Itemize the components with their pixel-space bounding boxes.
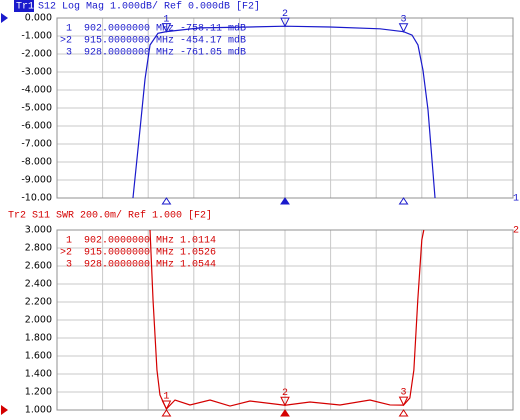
- y-tick-label: 1.000: [25, 405, 52, 416]
- marker-table-label: 3: [66, 48, 72, 59]
- trace-number: 2: [513, 226, 519, 237]
- marker: [398, 23, 409, 33]
- marker-name: 3: [401, 388, 407, 399]
- marker-name: 1: [163, 14, 169, 25]
- stimulus-marker: [398, 197, 409, 205]
- marker-name: 1: [163, 392, 169, 403]
- marker-table-value: 1.0114: [180, 236, 216, 247]
- marker: [280, 17, 290, 28]
- marker: [398, 396, 409, 407]
- marker-table-x: 928.0000000 MHz: [84, 48, 174, 59]
- y-tick-label: 2.200: [25, 297, 52, 308]
- marker-table-x: 915.0000000 MHz: [84, 36, 174, 47]
- marker-table-x: 915.0000000 MHz: [84, 248, 174, 259]
- stimulus-marker: [161, 197, 172, 205]
- marker-table-value: -758.11 mdB: [180, 23, 246, 35]
- marker-table-label: 1: [66, 24, 72, 35]
- y-tick-label: -5.000: [21, 103, 52, 114]
- marker-name: 2: [282, 388, 288, 399]
- marker: [280, 396, 290, 407]
- marker-name: 3: [401, 14, 407, 25]
- y-tick-label: -4.000: [21, 85, 52, 96]
- trace-label: Tr2: [8, 211, 26, 222]
- y-tick-label: 1.800: [25, 333, 52, 344]
- y-tick-label: 3.000: [25, 225, 52, 236]
- y-tick-label: 2.400: [25, 279, 52, 290]
- y-tick-label: 2.000: [25, 315, 52, 326]
- marker-table-value: -454.17 mdB: [180, 35, 246, 47]
- ref-arrow: [1, 405, 8, 415]
- marker-table-value: 1.0544: [180, 260, 216, 271]
- marker-table-x: 928.0000000 MHz: [84, 260, 174, 271]
- marker-table-label: 1: [66, 236, 72, 247]
- marker-table-x: 902.0000000 MHz: [84, 236, 174, 247]
- trace-label: Tr1: [16, 2, 34, 13]
- y-tick-label: 2.800: [25, 243, 52, 254]
- marker: [161, 23, 172, 33]
- y-tick-label: -2.000: [21, 49, 52, 60]
- marker-table-x: 902.0000000 MHz: [84, 24, 174, 35]
- y-tick-label: 0.000: [25, 13, 52, 24]
- marker-table-value: -761.05 mdB: [180, 47, 246, 59]
- marker-table-label: 3: [66, 260, 72, 271]
- stimulus-marker: [280, 197, 290, 205]
- y-tick-label: -10.00: [21, 193, 52, 204]
- trace-title: S11 SWR 200.0m/ Ref 1.000 [F2]: [32, 210, 212, 222]
- trace-title: S12 Log Mag 1.000dB/ Ref 0.000dB [F2]: [38, 1, 260, 13]
- marker-table-label: >2: [60, 36, 72, 47]
- y-tick-label: -1.000: [21, 31, 52, 42]
- marker-table-value: 1.0526: [180, 248, 216, 259]
- marker-name: 2: [282, 9, 288, 20]
- trace: [132, 25, 436, 199]
- y-tick-label: -3.000: [21, 67, 52, 78]
- y-tick-label: -9.000: [21, 175, 52, 186]
- marker: [161, 400, 172, 411]
- y-tick-label: -8.000: [21, 157, 52, 168]
- y-tick-label: 1.200: [25, 387, 52, 398]
- y-tick-label: -7.000: [21, 139, 52, 150]
- trace-badge: [14, 0, 34, 12]
- y-tick-label: 1.600: [25, 351, 52, 362]
- y-tick-label: -6.000: [21, 121, 52, 132]
- marker-table-label: >2: [60, 248, 72, 259]
- y-tick-label: 1.400: [25, 369, 52, 380]
- y-tick-label: 2.600: [25, 261, 52, 272]
- stimulus-marker: [398, 409, 409, 417]
- ref-arrow: [1, 13, 8, 23]
- trace-number: 1: [513, 194, 519, 205]
- stimulus-marker: [161, 409, 172, 417]
- stimulus-marker: [280, 409, 290, 417]
